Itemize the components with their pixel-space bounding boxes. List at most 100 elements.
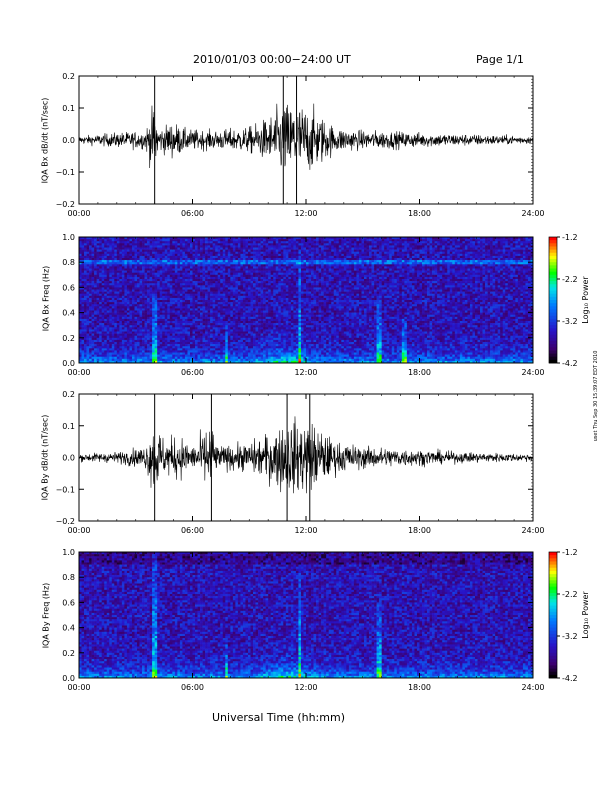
heatmap-cell [220,308,223,310]
heatmap-cell [245,296,248,298]
heatmap-cell [240,252,243,254]
heatmap-cell [276,308,279,310]
heatmap-cell [268,283,271,285]
heatmap-cell [122,311,125,313]
heatmap-cell [107,241,110,243]
heatmap-cell [195,350,198,352]
heatmap-cell [253,357,256,359]
heatmap-cell [119,357,122,359]
heatmap-cell [266,283,269,285]
heatmap-cell [205,273,208,275]
heatmap-cell [162,250,165,252]
heatmap-cell [261,252,264,254]
heatmap-cell [119,353,122,355]
heatmap-cell [180,279,183,281]
heatmap-cell [177,313,180,315]
heatmap-cell [266,279,269,281]
heatmap-cell [142,323,145,325]
heatmap-cell [251,248,254,250]
heatmap-cell [152,321,155,323]
heatmap-cell [157,283,160,285]
heatmap-cell [256,260,259,262]
heatmap-cell [152,298,155,300]
heatmap-cell [109,340,112,342]
heatmap-cell [225,315,228,317]
heatmap-cell [235,250,238,252]
heatmap-cell [276,340,279,342]
heatmap-cell [228,300,231,302]
heatmap-cell [97,279,100,281]
heatmap-cell [104,327,107,329]
heatmap-cell [258,306,261,308]
heatmap-cell [150,241,153,243]
heatmap-cell [162,338,165,340]
heatmap-cell [167,300,170,302]
heatmap-cell [177,332,180,334]
heatmap-cell [102,250,105,252]
heatmap-cell [225,359,228,361]
heatmap-cell [89,252,92,254]
heatmap-cell [220,359,223,361]
heatmap-cell [256,313,259,315]
heatmap-cell [210,336,213,338]
heatmap-cell [261,359,264,361]
heatmap-cell [99,353,102,355]
heatmap-cell [160,334,163,336]
heatmap-cell [112,319,115,321]
heatmap-cell [160,338,163,340]
heatmap-cell [276,342,279,344]
heatmap-cell [132,243,135,245]
heatmap-cell [177,279,180,281]
heatmap-cell [97,271,100,273]
heatmap-cell [253,252,256,254]
heatmap-cell [240,357,243,359]
heatmap-cell [223,355,226,357]
heatmap-cell [107,279,110,281]
heatmap-cell [99,260,102,262]
heatmap-cell [225,248,228,250]
heatmap-cell [187,353,190,355]
heatmap-cell [109,250,112,252]
heatmap-cell [109,342,112,344]
heatmap-cell [200,334,203,336]
heatmap-cell [213,292,216,294]
heatmap-cell [150,342,153,344]
heatmap-cell [177,355,180,357]
heatmap-cell [256,336,259,338]
heatmap-cell [268,344,271,346]
heatmap-cell [94,334,97,336]
heatmap-cell [155,266,158,268]
heatmap-cell [235,348,238,350]
heatmap-cell [152,302,155,304]
heatmap-cell [218,273,221,275]
heatmap-cell [145,350,148,352]
heatmap-cell [170,327,173,329]
heatmap-cell [129,319,132,321]
heatmap-cell [104,258,107,260]
heatmap-cell [160,353,163,355]
heatmap-cell [193,294,196,296]
heatmap-cell [225,252,228,254]
heatmap-cell [182,332,185,334]
heatmap-cell [220,311,223,313]
heatmap-cell [132,245,135,247]
heatmap-cell [243,355,246,357]
heatmap-cell [187,344,190,346]
heatmap-cell [245,338,248,340]
heatmap-cell [223,266,226,268]
heatmap-cell [150,279,153,281]
heatmap-cell [82,359,85,361]
heatmap-cell [99,275,102,277]
heatmap-cell [240,264,243,266]
heatmap-cell [210,254,213,256]
heatmap-cell [281,338,284,340]
heatmap-cell [172,323,175,325]
heatmap-cell [155,294,158,296]
heatmap-cell [104,243,107,245]
heatmap-cell [127,279,130,281]
heatmap-cell [145,252,148,254]
heatmap-cell [132,252,135,254]
heatmap-cell [165,281,168,283]
heatmap-cell [198,285,201,287]
heatmap-cell [263,317,266,319]
